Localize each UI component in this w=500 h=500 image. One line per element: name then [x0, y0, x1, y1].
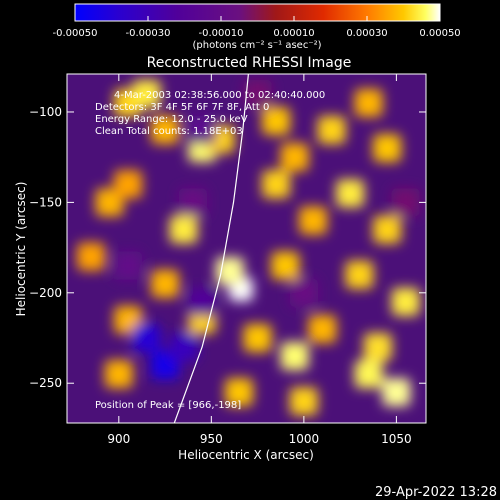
colorbar-ticks [74, 16, 441, 21]
colorbar-tick-label: -0.00010 [199, 28, 244, 39]
heatmap-cells [77, 79, 420, 416]
heatmap-cell [373, 215, 402, 244]
heatmap-cell [280, 342, 309, 371]
colorbar-units-label: (photons cm⁻² s⁻¹ asec⁻²) [192, 40, 321, 51]
heatmap-cell [382, 378, 411, 407]
heatmap-cell [169, 333, 198, 362]
heatmap-cell [391, 188, 420, 217]
heatmap-cell [225, 378, 254, 407]
y-tick-label: −100 [29, 105, 62, 119]
heatmap-cell [373, 134, 402, 163]
x-axis-label: Heliocentric X (arcsec) [178, 448, 314, 462]
heatmap-cell [271, 251, 300, 280]
heatmap-cell [151, 269, 180, 298]
chart-title: Reconstructed RHESSI Image [147, 55, 352, 71]
heatmap-cell [188, 116, 217, 145]
heatmap-cell [391, 287, 420, 316]
heatmap-cell [280, 143, 309, 172]
heatmap-cell [354, 360, 383, 389]
solar-limb-curve [173, 74, 249, 423]
timestamp: 29-Apr-2022 13:28 [375, 485, 497, 500]
heatmap-cell [114, 170, 143, 199]
info-energy-range: Energy Range: 12.0 - 25.0 keV [95, 114, 248, 125]
axis-tick-labels: 900 950 1000 1050 −250 −200 −150 −100 [29, 105, 412, 446]
heatmap-cell [188, 287, 217, 316]
heatmap-cell [114, 251, 143, 280]
heatmap-cell [262, 107, 291, 136]
heatmap-cell [317, 116, 346, 145]
colorbar-tick-label: 0.00030 [346, 28, 387, 39]
heatmap-cell [289, 278, 318, 307]
colorbar-tick-label: 0.00010 [273, 28, 314, 39]
x-tick-label: 1000 [289, 432, 320, 446]
info-time-range: 4-Mar-2003 02:38:56.000 to 02:40:40.000 [114, 90, 325, 101]
y-tick-label: −250 [29, 376, 62, 390]
y-tick-label: −200 [29, 286, 62, 300]
heatmap-cell [308, 314, 337, 343]
heatmap-cell [289, 387, 318, 416]
colorbar-tick-label: 0.00050 [419, 28, 460, 39]
heatmap-cell [354, 88, 383, 117]
heatmap-cell [104, 360, 133, 389]
colorbar-tick-labels: -0.00050 -0.00030 -0.00010 0.00010 0.00030 0.… [53, 28, 461, 39]
heatmap-cell [336, 179, 365, 208]
colorbar-tick-label: -0.00030 [126, 28, 171, 39]
x-tick-label: 950 [200, 432, 223, 446]
heatmap-cell [132, 79, 161, 108]
heatmap-plot: 900 950 1000 1050 −250 −200 −150 −100 [29, 73, 427, 446]
peak-position-label: Position of Peak = [966,-198] [95, 400, 241, 411]
colorbar-tick-label: -0.00050 [53, 28, 98, 39]
observation-info: 4-Mar-2003 02:38:56.000 to 02:40:40.000 … [95, 90, 325, 411]
colorbar [74, 3, 441, 22]
x-tick-label: 1050 [381, 432, 412, 446]
heatmap-cell [169, 215, 198, 244]
heatmap-cell [243, 79, 272, 108]
x-tick-label: 900 [107, 432, 130, 446]
heatmap-cell [215, 257, 244, 286]
y-tick-label: −150 [29, 195, 62, 209]
heatmap-cell [151, 116, 180, 145]
heatmap-cell [363, 333, 392, 362]
heatmap-cell [178, 188, 207, 217]
heatmap-cell [299, 206, 328, 235]
heatmap-cell [243, 324, 272, 353]
info-detectors: Detectors: 3F 4F 5F 6F 7F 8F, Att 0 [95, 102, 269, 113]
heatmap-cell [77, 242, 106, 271]
axis-ticks [67, 74, 426, 423]
heatmap-cell [345, 260, 374, 289]
y-axis-label: Heliocentric Y (arcsec) [14, 182, 28, 317]
info-algorithm-counts: Clean Total counts: 1.18E+03 [95, 126, 243, 137]
heatmap-cell [262, 170, 291, 199]
plot-frame [66, 73, 427, 424]
heatmap-cell [132, 324, 161, 353]
